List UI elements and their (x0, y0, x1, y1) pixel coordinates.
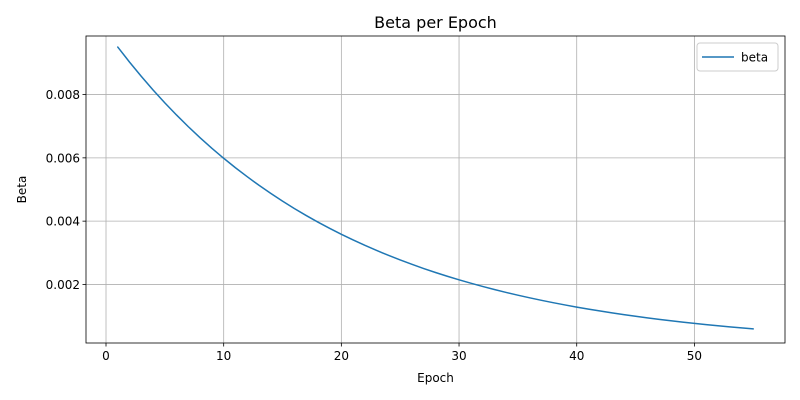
legend-box (696, 42, 779, 72)
y-axis-title: Beta (15, 176, 29, 204)
axis-ticks: 0 10 20 30 40 50 0.002 0.004 0.006 0.008 (46, 88, 702, 363)
y-tick-label: 0.002 (46, 278, 80, 292)
x-tick-label: 0 (102, 349, 110, 363)
x-tick-label: 20 (334, 349, 349, 363)
y-tick-label: 0.006 (46, 151, 80, 165)
x-tick-label: 40 (569, 349, 584, 363)
grid (86, 36, 785, 343)
legend-label-beta: beta (741, 51, 768, 65)
x-tick-label: 50 (687, 349, 702, 363)
chart-title: Beta per Epoch (374, 13, 497, 32)
plot-frame (85, 35, 786, 344)
x-tick-label: 10 (216, 349, 231, 363)
x-axis-title: Epoch (417, 371, 454, 385)
y-tick-label: 0.004 (46, 215, 80, 229)
legend: beta (696, 42, 779, 72)
y-tick-label: 0.008 (46, 88, 80, 102)
series-line-beta (117, 46, 754, 330)
x-tick-label: 30 (451, 349, 466, 363)
